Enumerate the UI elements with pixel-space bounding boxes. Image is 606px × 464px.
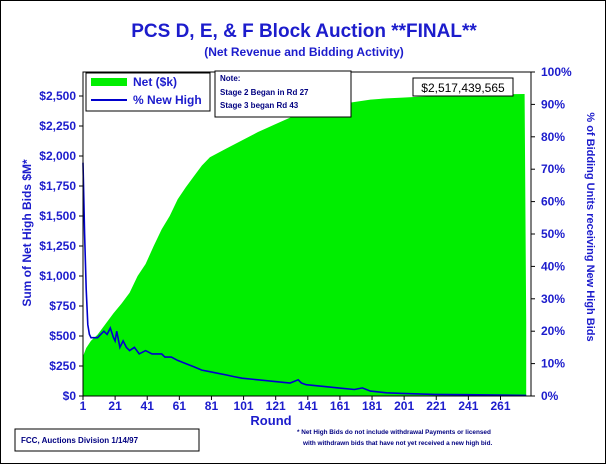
left-tick-label: $2,250 <box>39 119 76 133</box>
right-tick-label: 90% <box>541 97 565 111</box>
left-tick-label: $1,250 <box>39 239 76 253</box>
total-annotation-box <box>412 77 514 97</box>
footer-box-frame <box>14 428 200 452</box>
chart-subtitle: (Net Revenue and Bidding Activity) <box>204 45 404 59</box>
x-tick-label: 221 <box>426 399 446 413</box>
chart-title: PCS D, E, & F Block Auction **FINAL** <box>131 21 477 42</box>
x-tick-label: 161 <box>330 399 350 413</box>
x-tick-label: 241 <box>458 399 478 413</box>
left-tick-label: $1,500 <box>39 209 76 223</box>
x-tick-label: 141 <box>298 399 318 413</box>
x-tick-label: 261 <box>490 399 510 413</box>
net-revenue-area <box>83 94 527 396</box>
legend-area-swatch <box>91 78 127 86</box>
legend: Net ($k) % New High <box>85 72 211 112</box>
legend-item-pct: % New High <box>133 93 202 107</box>
note-line-stage2: Stage 2 Began in Rd 27 <box>220 88 309 97</box>
right-tick-label: 60% <box>541 195 565 209</box>
right-tick-label: 0% <box>541 389 559 403</box>
left-axis-ticks: $0 $250 $500 $750 $1,000 $1,250 $1,500 $1,750 $2… <box>39 89 83 403</box>
right-tick-label: 70% <box>541 162 565 176</box>
x-tick-label: 201 <box>394 399 414 413</box>
right-tick-label: 30% <box>541 292 565 306</box>
x-axis-label: Round <box>250 413 291 428</box>
right-tick-label: 40% <box>541 259 565 273</box>
left-tick-label: $2,500 <box>39 89 76 103</box>
note-heading: Note: <box>220 74 240 83</box>
x-tick-label: 101 <box>234 399 254 413</box>
x-axis-ticks: 1 21 41 61 81 101 121 141 161 181 201 221 241 261 <box>80 396 511 413</box>
right-tick-label: 50% <box>541 227 565 241</box>
note-box-frame <box>214 70 352 118</box>
footnote-line-1: * Net High Bids do not include withdrawa… <box>297 429 491 436</box>
x-tick-label: 181 <box>362 399 382 413</box>
right-axis-label: % of Bidding Units receiving New High Bi… <box>584 112 596 341</box>
right-axis-ticks: 0% 10% 20% 30% 40% 50% 60% 70% 80% 90% 100% <box>531 65 572 403</box>
new-high-percent-line <box>82 162 527 397</box>
total-annotation: $2,517,439,565 <box>412 77 514 97</box>
x-tick-label: 1 <box>80 399 87 413</box>
plot-area <box>82 71 532 397</box>
footer-box: FCC, Auctions Division 1/14/97 <box>14 428 200 452</box>
note-box: Note: Stage 2 Began in Rd 27 Stage 3 beg… <box>214 70 352 118</box>
right-tick-label: 100% <box>541 65 572 79</box>
note-line-stage3: Stage 3 began Rd 43 <box>220 101 299 110</box>
right-tick-label: 10% <box>541 357 565 371</box>
x-tick-label: 121 <box>266 399 286 413</box>
x-tick-label: 81 <box>205 399 219 413</box>
x-tick-label: 61 <box>173 399 187 413</box>
left-tick-label: $2,000 <box>39 149 76 163</box>
footer-credit: FCC, Auctions Division 1/14/97 <box>21 436 139 445</box>
x-tick-label: 21 <box>108 399 122 413</box>
left-tick-label: $1,000 <box>39 269 76 283</box>
left-tick-label: $750 <box>49 299 76 313</box>
left-tick-label: $1,750 <box>39 179 76 193</box>
left-tick-label: $250 <box>49 359 76 373</box>
left-tick-label: $500 <box>49 329 76 343</box>
right-tick-label: 80% <box>541 130 565 144</box>
legend-item-net: Net ($k) <box>133 75 177 89</box>
right-tick-label: 20% <box>541 324 565 338</box>
left-tick-label: $0 <box>63 389 77 403</box>
total-annotation-text: $2,517,439,565 <box>421 81 505 95</box>
footnote-line-2: with withdrawn bids that have not yet re… <box>302 440 492 447</box>
x-tick-label: 41 <box>141 399 155 413</box>
left-axis-label: Sum of Net High Bids $M* <box>20 159 34 307</box>
